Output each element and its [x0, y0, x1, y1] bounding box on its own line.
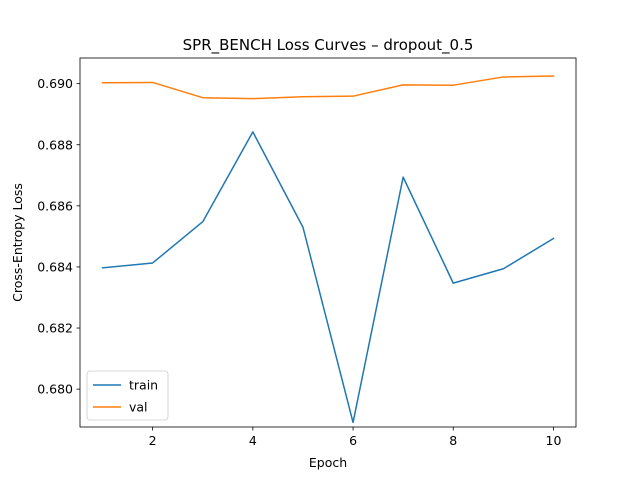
legend: train val	[86, 370, 169, 421]
series-line-val	[101, 75, 555, 100]
series-layer	[101, 75, 555, 424]
y-tick-label: 0.680	[37, 382, 73, 397]
x-tick-label: 10	[546, 433, 562, 448]
series-line-train	[101, 131, 555, 424]
chart-title: SPR_BENCH Loss Curves – dropout_0.5	[183, 36, 474, 55]
x-tick-label: 8	[449, 433, 457, 448]
y-tick-label: 0.688	[37, 137, 73, 152]
y-tick-label: 0.686	[37, 198, 73, 213]
x-axis-ticks: 2 4 6 8 10	[149, 427, 562, 448]
y-tick-label: 0.682	[37, 321, 73, 336]
y-tick-label: 0.684	[37, 259, 73, 274]
legend-label-val: val	[129, 400, 148, 415]
legend-label-train: train	[129, 378, 158, 393]
x-tick-label: 6	[349, 433, 357, 448]
plot-frame	[79, 57, 577, 428]
y-axis-ticks: 0.680 0.682 0.684 0.686 0.688 0.690	[37, 76, 80, 397]
x-tick-label: 4	[249, 433, 257, 448]
y-axis-label: Cross-Entropy Loss	[10, 183, 25, 302]
x-axis-label: Epoch	[309, 455, 347, 470]
y-tick-label: 0.690	[37, 76, 73, 91]
x-tick-label: 2	[149, 433, 157, 448]
